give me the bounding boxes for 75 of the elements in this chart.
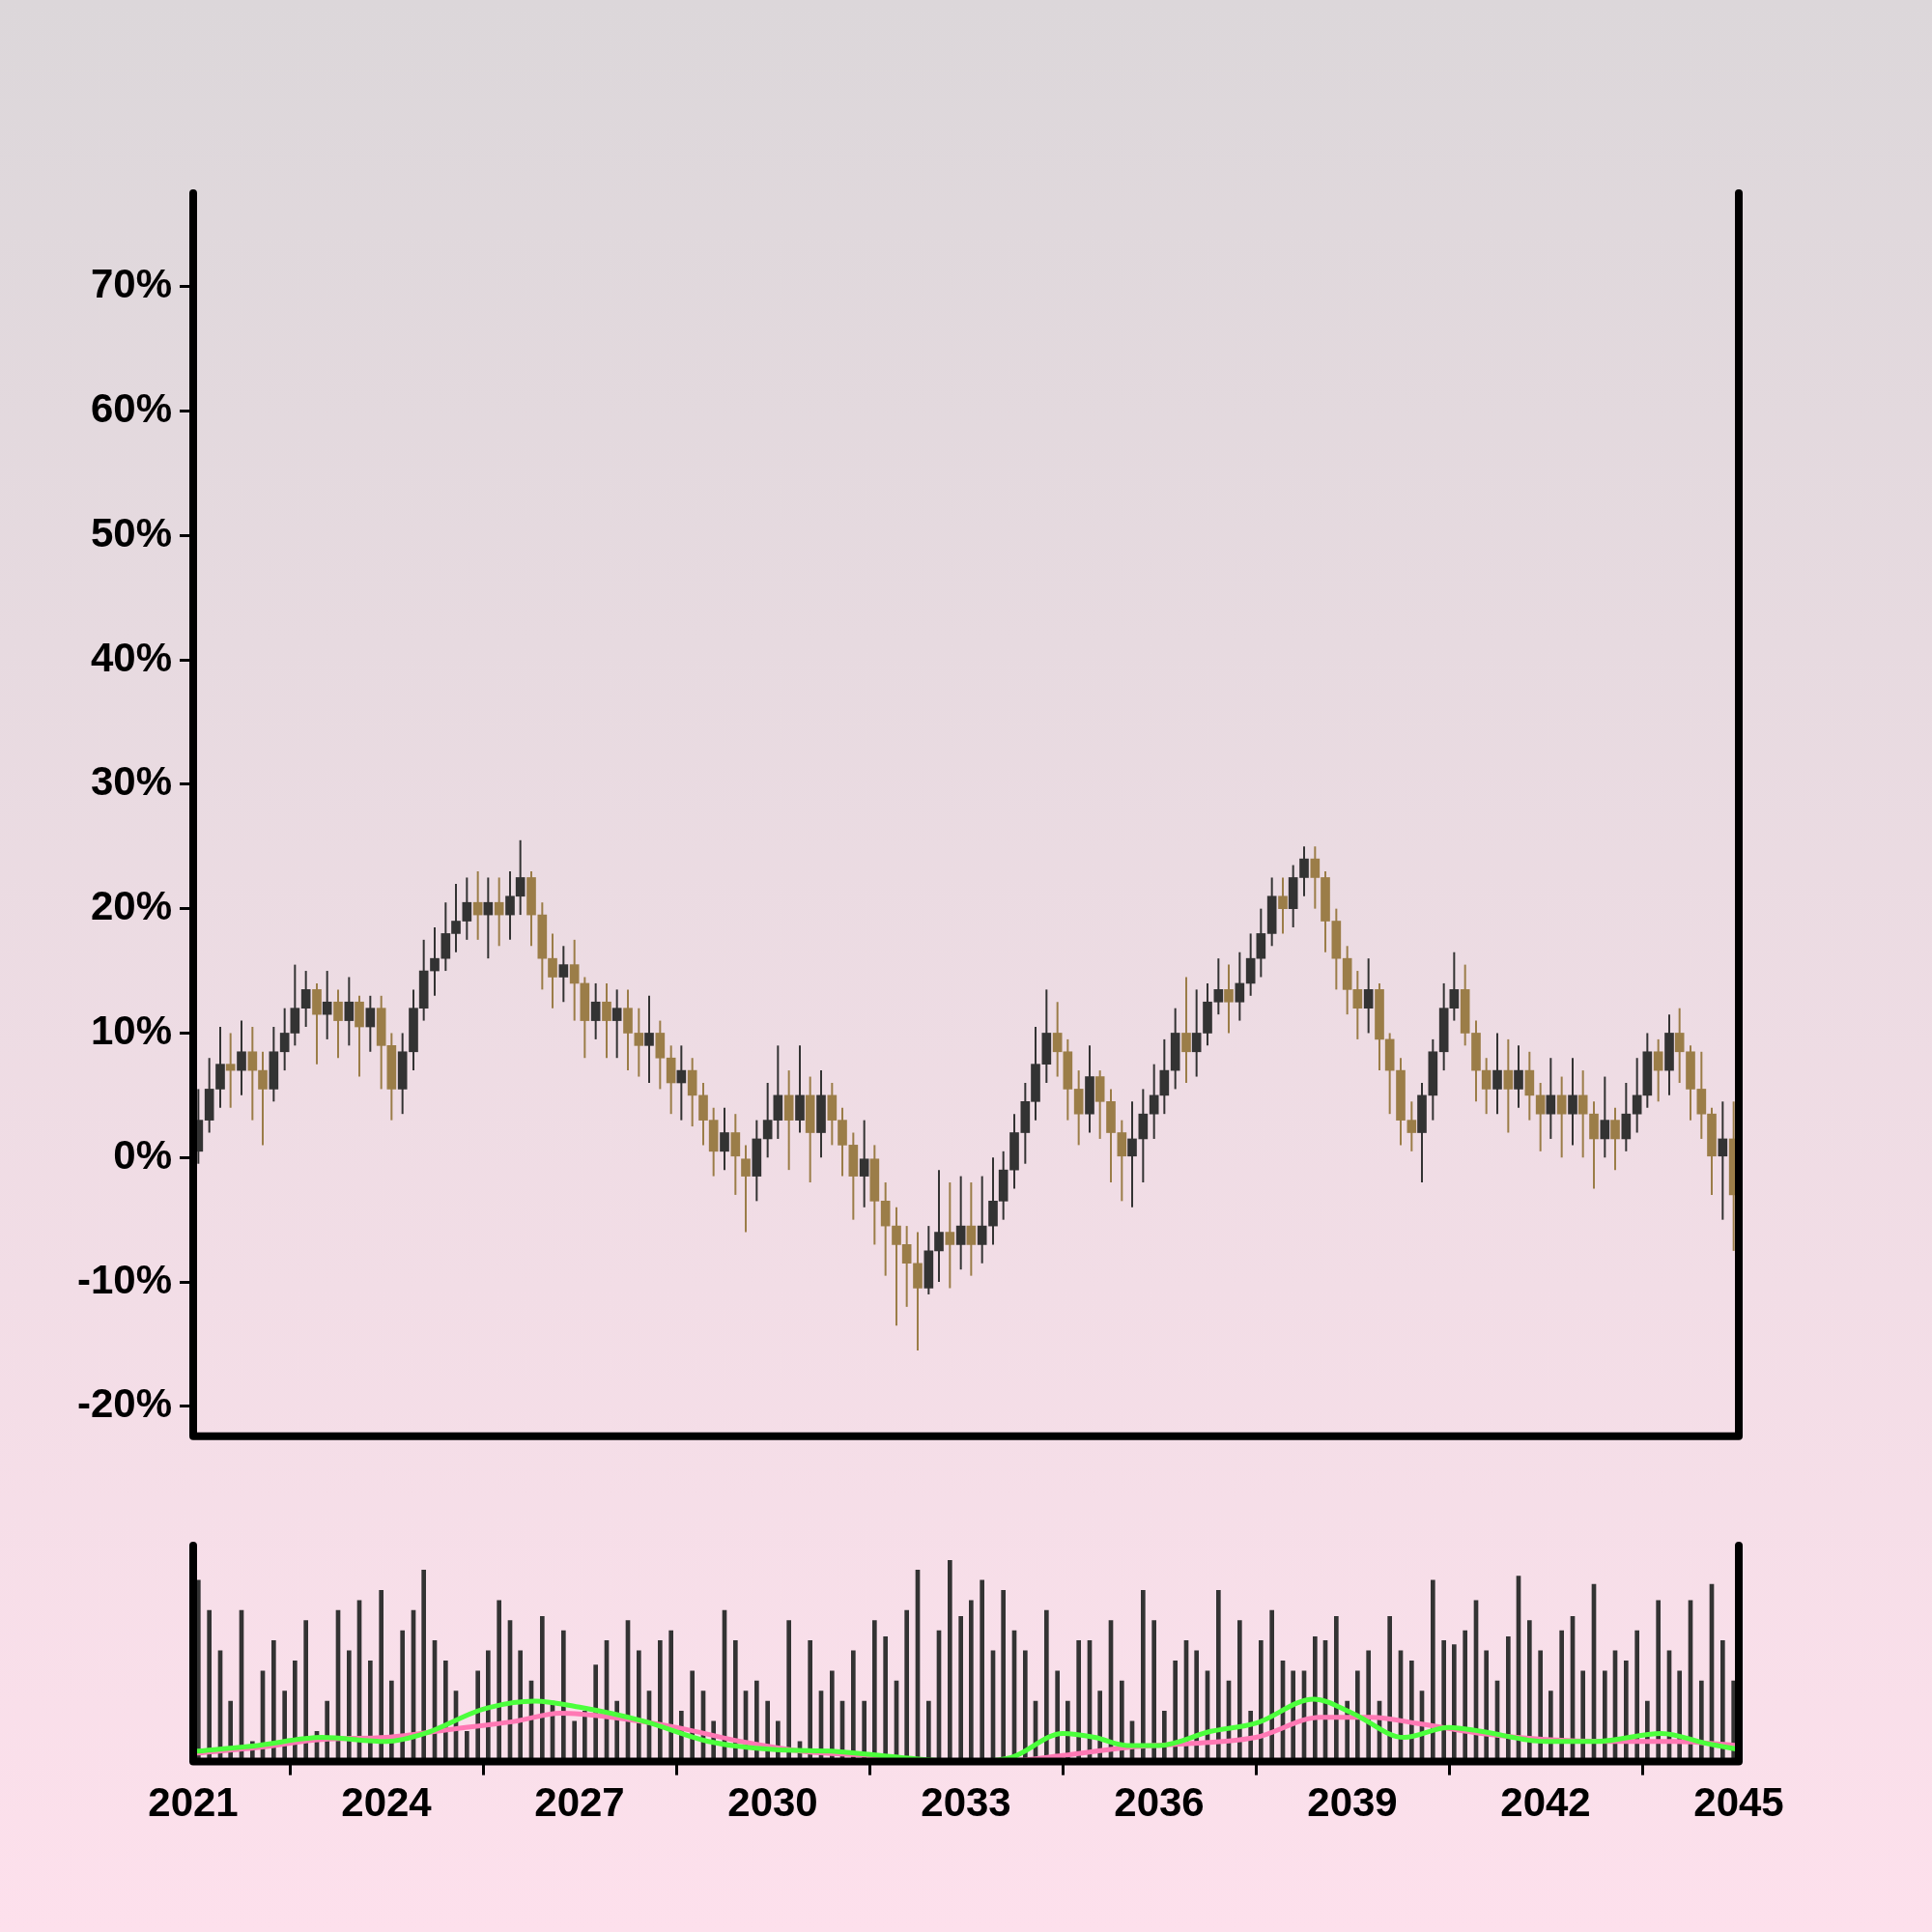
y-tick-label: 40%: [90, 634, 172, 680]
candlestick: [462, 876, 472, 941]
candlestick: [1600, 1075, 1610, 1159]
candlestick: [365, 994, 376, 1053]
candlestick: [247, 1026, 258, 1122]
candlestick: [611, 988, 622, 1060]
candlestick: [644, 994, 654, 1084]
candlestick: [237, 1019, 246, 1096]
candlestick: [1213, 957, 1224, 1016]
x-tick-label: 2036: [1114, 1779, 1205, 1826]
candlestick: [1546, 1057, 1556, 1140]
candlestick: [1406, 1100, 1417, 1152]
candlestick: [1568, 1057, 1577, 1147]
candlestick: [1577, 1069, 1588, 1159]
y-tick-label: 30%: [90, 758, 172, 805]
candlestick: [762, 1081, 773, 1159]
candlestick: [1503, 1037, 1514, 1134]
y-tick-label: 20%: [90, 883, 172, 929]
candlestick: [1235, 951, 1245, 1022]
candlestick: [1632, 1057, 1642, 1134]
candlestick: [945, 1181, 955, 1290]
candlestick: [1191, 988, 1202, 1078]
candlestick: [1052, 1001, 1063, 1078]
candlestick: [1514, 1044, 1523, 1109]
candlestick: [300, 970, 311, 1029]
candlestick: [1127, 1100, 1137, 1208]
candlestick: [1149, 1063, 1159, 1140]
x-tick-label: 2021: [148, 1779, 239, 1826]
y-tick-label: 10%: [90, 1008, 172, 1054]
candlestick: [1674, 1007, 1685, 1084]
y-tick-label: -20%: [76, 1380, 172, 1427]
candlestick: [1653, 1037, 1663, 1103]
candlestick: [859, 1119, 869, 1208]
y-tick-label: 70%: [90, 261, 172, 307]
candlestick: [977, 1175, 987, 1264]
candlestick: [1718, 1100, 1728, 1221]
candlestick: [344, 976, 355, 1047]
x-tick-label: 2039: [1307, 1779, 1398, 1826]
candlestick: [934, 1169, 944, 1284]
x-tick-label: 2033: [921, 1779, 1011, 1826]
candlestick: [1610, 1106, 1620, 1172]
y-tick-label: 60%: [90, 384, 172, 431]
x-tick-label: 2045: [1693, 1779, 1784, 1826]
candlestick: [558, 945, 569, 1004]
candlestick: [1278, 876, 1288, 935]
x-tick-label: 2042: [1500, 1779, 1591, 1826]
candlestick: [430, 925, 440, 997]
candlestick: [1181, 976, 1191, 1084]
x-tick-label: 2024: [341, 1779, 433, 1826]
candlestick: [966, 1181, 977, 1277]
candlestick: [1535, 1081, 1546, 1152]
y-tick-label: -10%: [76, 1256, 172, 1302]
candlestick: [258, 1050, 268, 1147]
candlestick: [741, 1144, 751, 1234]
candlestick: [1224, 963, 1234, 1035]
y-tick-label: 0%: [113, 1131, 172, 1178]
candlestick: [1363, 957, 1374, 1035]
candlestick: [279, 1007, 290, 1072]
candlestick: [225, 1032, 236, 1109]
candlestick: [602, 981, 611, 1060]
candlestick: [1556, 1075, 1567, 1159]
candlestick: [1492, 1032, 1502, 1116]
candlestick: [333, 988, 343, 1060]
candlestick: [1352, 970, 1363, 1040]
candlestick: [569, 938, 580, 1022]
x-tick-label: 2030: [727, 1779, 818, 1826]
candlestick: [955, 1175, 966, 1271]
x-tick-label: 2027: [534, 1779, 625, 1826]
y-tick-label: 50%: [90, 509, 172, 555]
candlestick: [590, 981, 601, 1040]
candlestick: [1481, 1057, 1492, 1116]
candlestick: [1299, 845, 1309, 897]
candlestick: [1449, 951, 1460, 1022]
candlestick: [634, 1007, 644, 1078]
candlestick: [720, 1106, 729, 1172]
